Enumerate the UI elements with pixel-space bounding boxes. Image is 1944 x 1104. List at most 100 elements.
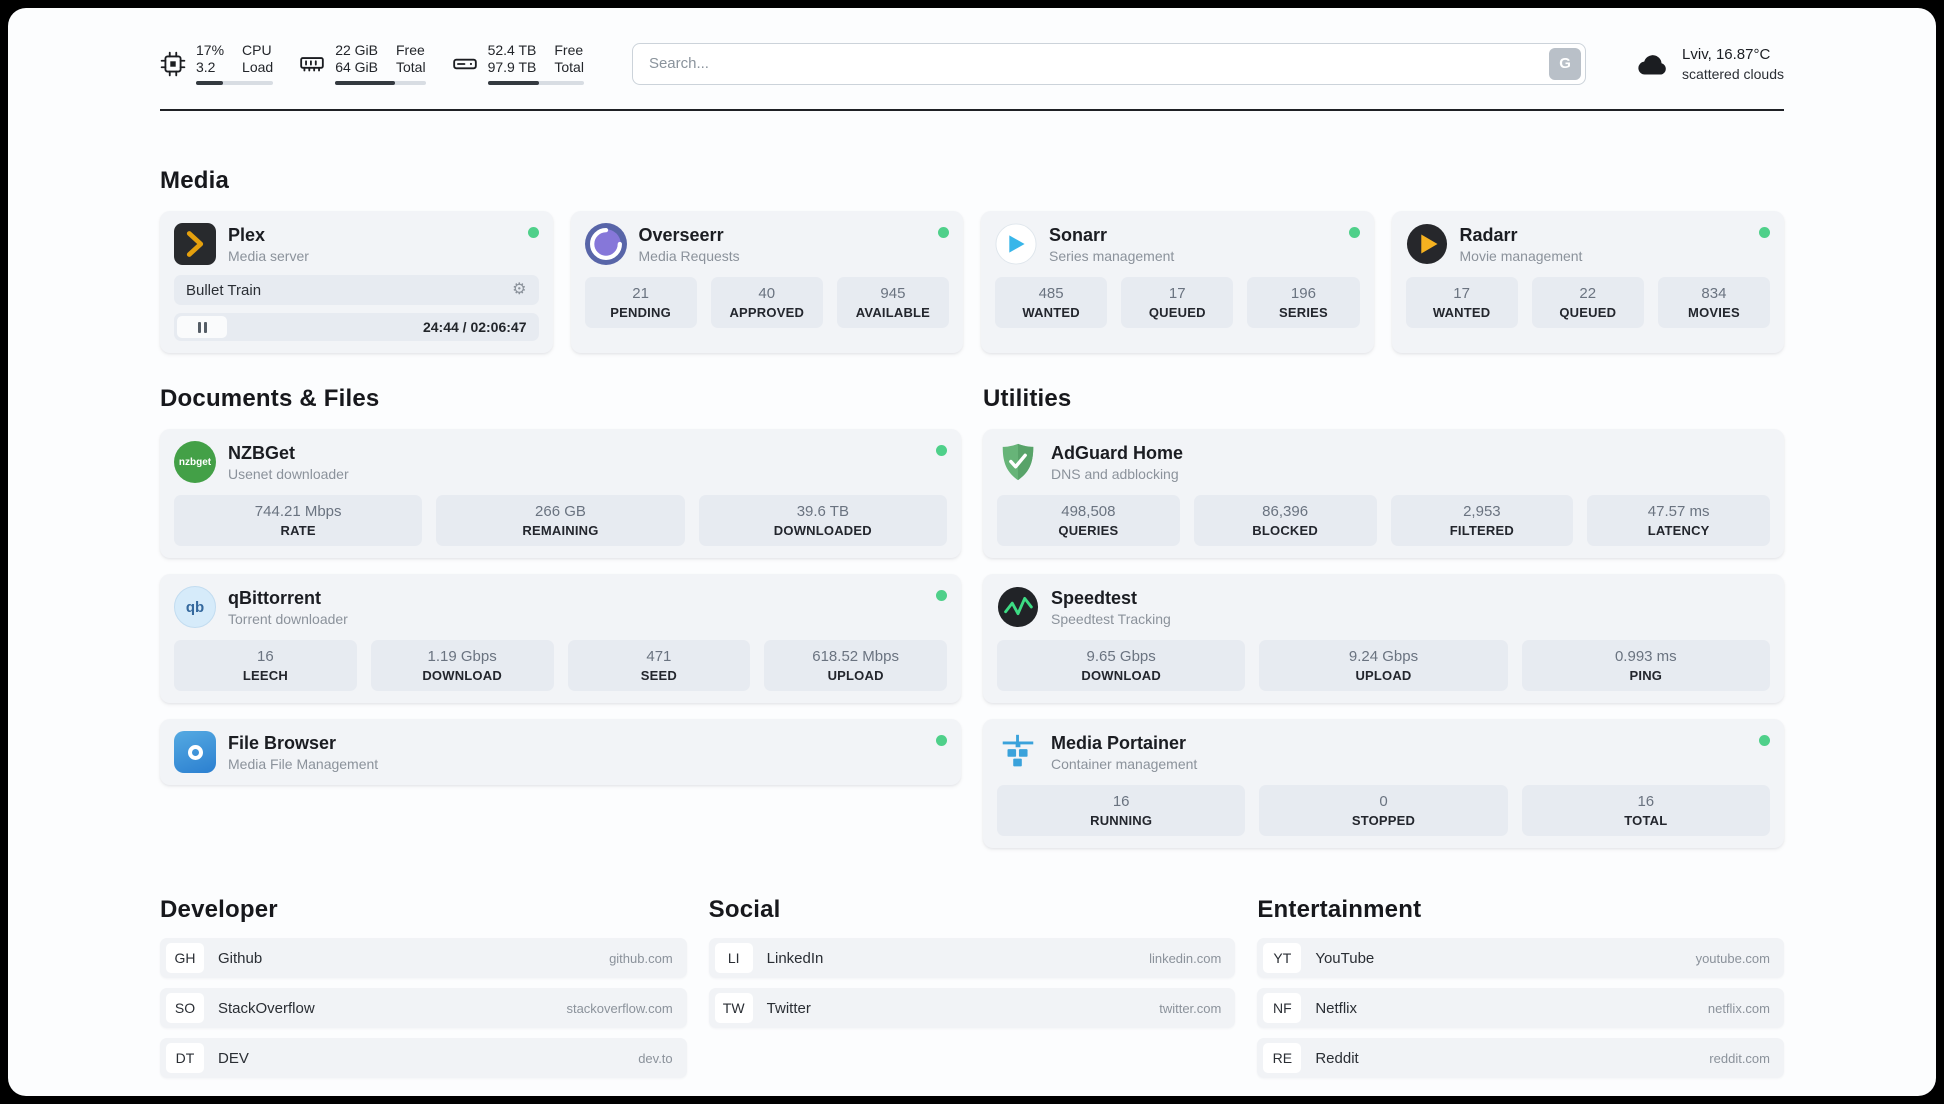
ram-total-label: Total — [396, 59, 426, 75]
bookmark-reddit[interactable]: RE Reddit reddit.com — [1257, 1038, 1784, 1078]
stat-ping: 0.993 ms PING — [1521, 640, 1770, 691]
bookmark-dev[interactable]: DT DEV dev.to — [160, 1038, 687, 1078]
app-subtitle: DNS and adblocking — [1051, 465, 1179, 482]
bookmark-github[interactable]: GH Github github.com — [160, 938, 687, 978]
cpu-load-label: Load — [242, 59, 274, 75]
plex-icon — [174, 223, 216, 265]
stat-seed: 471 SEED — [567, 640, 751, 691]
service-link-qbittorrent[interactable]: qb qBittorrent Torrent downloader — [174, 586, 947, 628]
section-entertainment: Entertainment YT YouTube youtube.com NF … — [1257, 896, 1784, 1078]
bookmark-stackoverflow[interactable]: SO StackOverflow stackoverflow.com — [160, 988, 687, 1028]
section-media: Media Plex Media server — [160, 167, 1784, 353]
stat-download: 9.65 Gbps DOWNLOAD — [997, 640, 1246, 691]
service-link-speedtest[interactable]: Speedtest Speedtest Tracking — [997, 586, 1770, 628]
bookmark-abbr: NF — [1263, 993, 1302, 1023]
section-title-utilities: Utilities — [983, 385, 1072, 412]
bookmark-abbr: YT — [1263, 943, 1302, 973]
service-link-filebrowser[interactable]: File Browser Media File Management — [174, 731, 947, 773]
app-name: qBittorrent — [228, 587, 321, 608]
bookmark-youtube[interactable]: YT YouTube youtube.com — [1257, 938, 1784, 978]
ram-usage-bar — [335, 81, 426, 85]
stat-rate: 744.21 Mbps RATE — [174, 495, 423, 546]
service-card-sonarr: Sonarr Series management 485 WANTED 17 Q… — [981, 211, 1374, 353]
service-card-filebrowser: File Browser Media File Management — [160, 719, 961, 785]
status-dot — [936, 445, 947, 456]
bookmark-linkedin[interactable]: LI LinkedIn linkedin.com — [708, 938, 1236, 978]
weather-location: Lviv, 16.87°C — [1682, 45, 1771, 63]
service-link-portainer[interactable]: Media Portainer Container management — [997, 731, 1770, 773]
app-name: NZBGet — [228, 442, 295, 463]
bookmark-name: DEV — [218, 1049, 249, 1067]
service-card-radarr: Radarr Movie management 17 WANTED 22 QUE… — [1391, 211, 1784, 353]
cpu-usage-bar — [196, 81, 274, 85]
bookmark-netflix[interactable]: NF Netflix netflix.com — [1257, 988, 1784, 1028]
portainer-icon — [997, 731, 1039, 773]
app-subtitle: Torrent downloader — [228, 610, 348, 627]
search-input[interactable] — [631, 42, 1587, 85]
disk-free-value: 52.4 TB — [487, 42, 537, 58]
bookmark-name: Github — [218, 949, 263, 967]
status-dot — [527, 227, 539, 238]
adguard-icon — [997, 441, 1039, 483]
bookmark-url: stackoverflow.com — [566, 1000, 673, 1016]
disk-usage-bar — [487, 81, 584, 85]
service-link-nzbget[interactable]: nzbget NZBGet Usenet downloader — [174, 441, 947, 483]
bookmark-abbr: SO — [166, 993, 204, 1023]
app-name: AdGuard Home — [1051, 442, 1184, 463]
disk-widget: 52.4 TB 97.9 TB Free Total — [452, 42, 584, 85]
bookmark-name: Netflix — [1315, 999, 1358, 1017]
bookmark-abbr: RE — [1263, 1043, 1302, 1073]
service-link-radarr[interactable]: Radarr Movie management — [1406, 223, 1770, 265]
stat-approved: 40 APPROVED — [710, 277, 823, 328]
stat-movies: 834 MOVIES — [1657, 277, 1771, 328]
gear-icon[interactable]: ⚙ — [512, 281, 527, 298]
section-documents: Documents & Files nzbget NZBGet Usenet d… — [160, 385, 961, 848]
service-link-overseerr[interactable]: Overseerr Media Requests — [584, 223, 949, 265]
sonarr-icon — [995, 223, 1037, 265]
stat-stopped: 0 STOPPED — [1259, 785, 1508, 836]
plex-progress-bar[interactable]: 24:44 / 02:06:47 — [174, 313, 539, 341]
bookmark-url: netflix.com — [1707, 1000, 1770, 1016]
service-link-sonarr[interactable]: Sonarr Series management — [995, 223, 1360, 265]
service-card-overseerr: Overseerr Media Requests 21 PENDING 40 A… — [570, 211, 963, 353]
stat-latency: 47.57 ms LATENCY — [1587, 495, 1770, 546]
stat-queued: 17 QUEUED — [1121, 277, 1234, 328]
service-link-plex[interactable]: Plex Media server — [174, 223, 539, 265]
ram-widget: 22 GiB 64 GiB Free Total — [299, 42, 426, 85]
service-card-speedtest: Speedtest Speedtest Tracking 9.65 Gbps D… — [983, 574, 1784, 703]
bookmark-url: reddit.com — [1709, 1050, 1770, 1066]
speedtest-icon — [997, 586, 1039, 628]
app-subtitle: Series management — [1049, 247, 1175, 264]
stat-blocked: 86,396 BLOCKED — [1193, 495, 1377, 546]
stat-remaining: 266 GB REMAINING — [436, 495, 685, 546]
search-provider-button[interactable]: G — [1549, 47, 1582, 80]
status-dot — [1759, 735, 1770, 746]
bookmark-name: Twitter — [766, 999, 811, 1017]
weather-widget[interactable]: Lviv, 16.87°C scattered clouds — [1634, 46, 1784, 82]
app-subtitle: Media Requests — [638, 247, 740, 264]
service-card-qbittorrent: qb qBittorrent Torrent downloader 16 — [160, 574, 961, 703]
cpu-load-value: 3.2 — [196, 59, 216, 75]
status-dot — [936, 590, 947, 601]
app-subtitle: Media server — [228, 247, 309, 264]
pause-button[interactable] — [177, 316, 227, 338]
app-name: Overseerr — [638, 224, 724, 245]
status-dot — [1348, 227, 1360, 238]
stat-queries: 498,508 QUERIES — [997, 495, 1180, 546]
status-dot — [936, 735, 947, 746]
cpu-widget: 17% 3.2 CPU Load — [160, 42, 274, 85]
app-name: Sonarr — [1049, 224, 1108, 245]
stat-leech: 16 LEECH — [174, 640, 357, 691]
bookmark-twitter[interactable]: TW Twitter twitter.com — [708, 988, 1236, 1028]
disk-total-value: 97.9 TB — [487, 59, 537, 75]
app-name: Radarr — [1459, 224, 1518, 245]
overseerr-icon — [584, 223, 627, 265]
section-title-media: Media — [160, 167, 230, 194]
cpu-percent: 17% — [196, 42, 225, 58]
stat-available: 945 AVAILABLE — [836, 277, 950, 328]
bookmark-abbr: LI — [714, 943, 753, 973]
service-link-adguard[interactable]: AdGuard Home DNS and adblocking — [997, 441, 1770, 483]
ram-free-value: 22 GiB — [335, 42, 378, 58]
now-playing-title: Bullet Train — [186, 281, 262, 299]
app-name: Media Portainer — [1051, 732, 1187, 753]
